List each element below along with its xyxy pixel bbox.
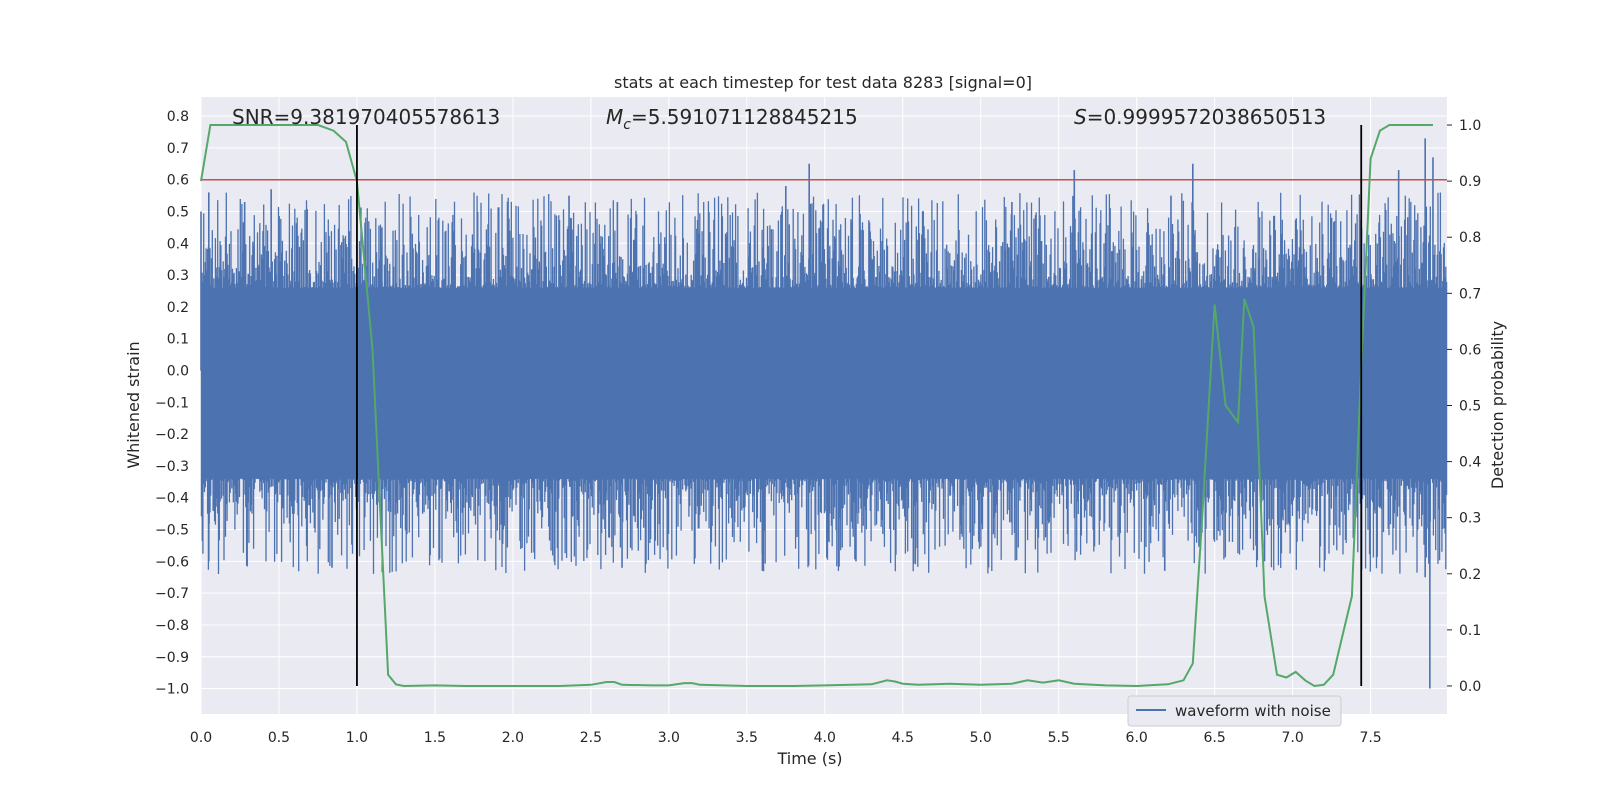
- legend: waveform with noise: [1127, 695, 1342, 727]
- x-axis-ticks: 0.0 0.5 1.0 1.5 2.0 2.5 3.0 3.5 4.0 4.5 5.0 5.5 6.0 6…: [190, 730, 1382, 746]
- y-axis-label-left: Whitened strain: [124, 341, 143, 468]
- y-axis-label-right: Detection probability: [1488, 321, 1507, 489]
- left-tick-label: −0.5: [155, 523, 189, 539]
- right-tick-label: 0.3: [1459, 511, 1481, 527]
- waveform-core-band: [201, 294, 1447, 476]
- score-value: =0.9999572038650513: [1087, 105, 1326, 129]
- snr-annotation: SNR=9.381970405578613: [232, 105, 500, 129]
- vertical-markers: [356, 125, 1363, 686]
- right-tick-label: 0.5: [1459, 399, 1481, 415]
- probability-series-group: [200, 124, 1433, 688]
- left-tick-label: 0.3: [167, 268, 189, 284]
- left-tick-label: 0.7: [167, 141, 189, 157]
- chirp-mass-value: =5.591071128845215: [631, 105, 858, 129]
- x-tick-label: 7.0: [1281, 730, 1303, 746]
- left-tick-label: −0.9: [155, 650, 189, 666]
- x-tick-label: 1.0: [346, 730, 368, 746]
- right-tick-label: 0.2: [1459, 567, 1481, 583]
- left-tick-label: 0.0: [167, 364, 189, 380]
- right-tick-label: 0.9: [1459, 174, 1481, 190]
- x-tick-label: 3.5: [736, 730, 758, 746]
- x-tick-label: 6.0: [1126, 730, 1148, 746]
- x-tick-label: 5.0: [970, 730, 992, 746]
- right-tick-label: 1.0: [1459, 118, 1481, 134]
- left-tick-label: −0.7: [155, 586, 189, 602]
- legend-box: [1127, 695, 1342, 727]
- left-tick-label: −0.3: [155, 459, 189, 475]
- left-tick-label: −0.6: [155, 554, 189, 570]
- left-tick-label: 0.4: [167, 236, 189, 252]
- right-tick-label: 0.8: [1459, 230, 1481, 246]
- left-tick-label: 0.6: [167, 173, 189, 189]
- score-annotation: S=0.9999572038650513: [1074, 105, 1326, 129]
- x-axis-label: Time (s): [776, 749, 842, 768]
- x-tick-label: 5.5: [1048, 730, 1070, 746]
- chart-title: stats at each timestep for test data 828…: [614, 73, 1032, 92]
- left-tick-label: −0.2: [155, 427, 189, 443]
- chirp-mass-symbol: M: [606, 105, 623, 129]
- left-axis-ticks: 0.8 0.7 0.6 0.5 0.4 0.3 0.2 0.1 0.0 −0.1 −0.2 −0.3 −…: [155, 109, 189, 697]
- right-tick-label: 0.1: [1459, 623, 1481, 639]
- chirp-mass-annotation: Mc=5.591071128845215: [606, 105, 858, 133]
- x-tick-label: 0.0: [190, 730, 212, 746]
- legend-label: waveform with noise: [1175, 702, 1331, 720]
- left-tick-label: −0.4: [155, 491, 189, 507]
- score-symbol: S: [1074, 105, 1087, 129]
- x-tick-label: 1.5: [424, 730, 446, 746]
- left-tick-label: 0.5: [167, 204, 189, 220]
- right-tick-label: 0.4: [1459, 455, 1481, 471]
- left-tick-label: −1.0: [155, 682, 189, 698]
- x-tick-label: 2.0: [502, 730, 524, 746]
- right-axis-ticks: 1.0 0.9 0.8 0.7 0.6 0.5 0.4 0.3 0.2 0.1 0.0: [1447, 118, 1481, 695]
- x-tick-label: 7.5: [1359, 730, 1381, 746]
- x-tick-label: 6.5: [1204, 730, 1226, 746]
- detection-probability-line: [200, 124, 1433, 688]
- left-tick-label: 0.2: [167, 300, 189, 316]
- x-tick-label: 3.0: [658, 730, 680, 746]
- right-tick-label: 0.7: [1459, 286, 1481, 302]
- left-tick-label: 0.1: [167, 332, 189, 348]
- chirp-mass-subscript: c: [623, 117, 631, 133]
- x-tick-label: 2.5: [580, 730, 602, 746]
- x-tick-label: 0.5: [268, 730, 290, 746]
- left-tick-label: −0.8: [155, 618, 189, 634]
- x-tick-label: 4.5: [892, 730, 914, 746]
- right-tick-label: 0.0: [1459, 679, 1481, 695]
- left-tick-label: −0.1: [155, 395, 189, 411]
- left-tick-label: 0.8: [167, 109, 189, 125]
- right-tick-label: 0.6: [1459, 342, 1481, 358]
- x-tick-label: 4.0: [814, 730, 836, 746]
